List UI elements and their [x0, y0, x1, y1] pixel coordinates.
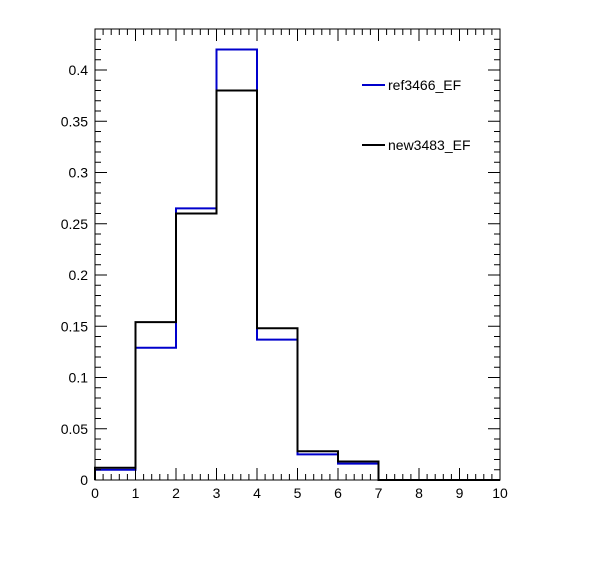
axis-ticks: [94, 28, 501, 481]
y-tick-label: 0.3: [69, 165, 89, 181]
y-tick-label: 0.2: [69, 267, 89, 283]
y-tick-label: 0.15: [61, 318, 88, 334]
x-tick-label: 0: [91, 485, 99, 501]
x-tick-label: 4: [253, 485, 261, 501]
x-tick-label: 6: [334, 485, 342, 501]
x-tick-label: 5: [294, 485, 302, 501]
x-tick-label: 2: [172, 485, 180, 501]
y-tick-labels: 0 0.05 0.1 0.15 0.2 0.25 0.3 0.35 0.4: [61, 62, 88, 488]
x-tick-labels: 0 1 2 3 4 5 6 7 8 9 10: [91, 485, 508, 501]
y-tick-label: 0.25: [61, 216, 88, 232]
x-tick-label: 10: [492, 485, 508, 501]
y-tick-label: 0.4: [69, 62, 89, 78]
y-tick-label: 0.35: [61, 113, 88, 129]
legend: ref3466_EF new3483_EF: [362, 77, 471, 153]
y-tick-label: 0.1: [69, 370, 89, 386]
legend-label: ref3466_EF: [388, 77, 461, 93]
x-tick-label: 8: [415, 485, 423, 501]
y-tick-label: 0.05: [61, 421, 88, 437]
x-tick-label: 1: [132, 485, 140, 501]
series-layer: [94, 48, 500, 481]
y-tick-label: 0: [80, 472, 88, 488]
x-tick-label: 7: [375, 485, 383, 501]
x-tick-label: 3: [213, 485, 221, 501]
legend-label: new3483_EF: [388, 137, 471, 153]
x-tick-label: 9: [456, 485, 464, 501]
